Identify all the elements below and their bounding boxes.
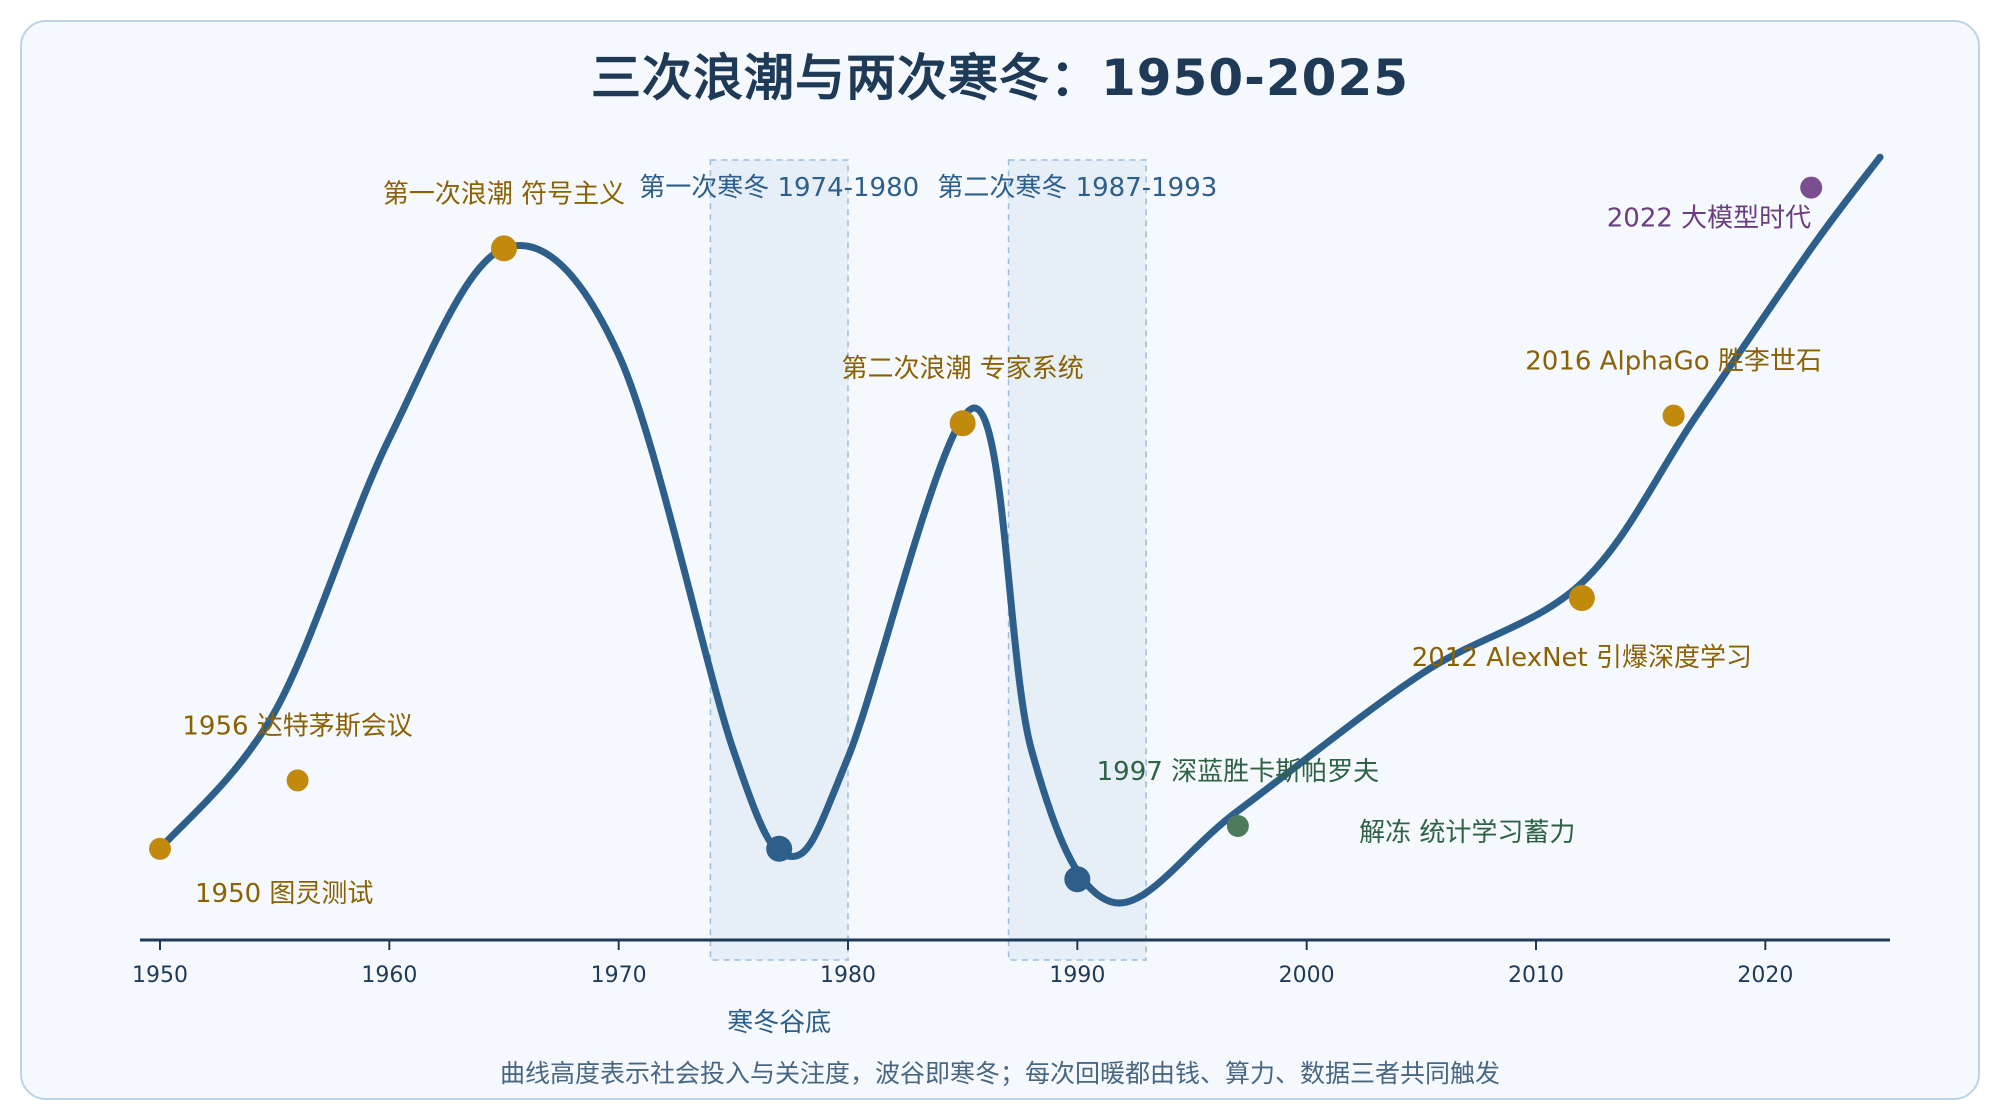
winter-label-2: 第二次寒冬 1987-1993: [937, 173, 1217, 203]
event-point-7: [1226, 815, 1249, 837]
event-label-7: 1997 深蓝胜卡斯帕罗夫: [1097, 757, 1379, 787]
x-tick-label-1960: 1960: [361, 963, 417, 988]
winter-band-1: [709, 159, 849, 961]
event-point-10: [1800, 176, 1823, 199]
event-point-5: [949, 410, 976, 437]
event-label-9: 2016 AlphaGo 胜李世石: [1525, 347, 1822, 377]
event-label-5: 第二次浪潮 专家系统: [842, 354, 1084, 384]
event-label-1: 1950 图灵测试: [195, 879, 373, 909]
winter-label-1: 第一次寒冬 1974-1980: [639, 173, 919, 203]
event-markers: [149, 176, 1823, 893]
winter-band-2: [1007, 159, 1147, 961]
event-point-2: [286, 769, 309, 792]
chart-card: [20, 20, 1980, 1100]
x-tick-label-2020: 2020: [1737, 963, 1793, 988]
event-point-8: [1568, 585, 1595, 611]
event-point-9: [1662, 404, 1685, 427]
x-tick-label-1950: 1950: [132, 963, 188, 988]
event-label-10: 2022 大模型时代: [1607, 204, 1811, 234]
x-tick-label-1980: 1980: [820, 963, 876, 988]
x-tick-label-1970: 1970: [591, 963, 647, 988]
event-label-3: 第一次浪潮 符号主义: [383, 179, 625, 209]
event-label-8: 2012 AlexNet 引爆深度学习: [1412, 643, 1752, 673]
annotation-2: 解冻 统计学习蓄力: [1359, 818, 1575, 848]
winter-bands: 第一次寒冬 1974-1980 第二次寒冬 1987-1993: [639, 159, 1217, 961]
event-point-1: [149, 837, 171, 860]
event-point-4: [766, 835, 793, 862]
footnote: 曲线高度表示社会投入与关注度，波谷即寒冬；每次回暖都由钱、算力、数据三者共同触发: [500, 1059, 1500, 1088]
event-point-3: [491, 235, 517, 262]
x-tick-label-2000: 2000: [1279, 963, 1335, 988]
event-label-2: 1956 达特茅斯会议: [182, 711, 412, 741]
x-tick-label-2010: 2010: [1508, 963, 1564, 988]
x-axis: 1950 1960 1970 1980 1990 2000 2010 2020: [132, 938, 1890, 988]
annotation-1: 寒冬谷底: [727, 1008, 831, 1038]
chart-title: 三次浪潮与两次寒冬：1950-2025: [590, 49, 1410, 107]
event-point-6: [1064, 866, 1091, 893]
x-tick-label-1990: 1990: [1049, 963, 1105, 988]
